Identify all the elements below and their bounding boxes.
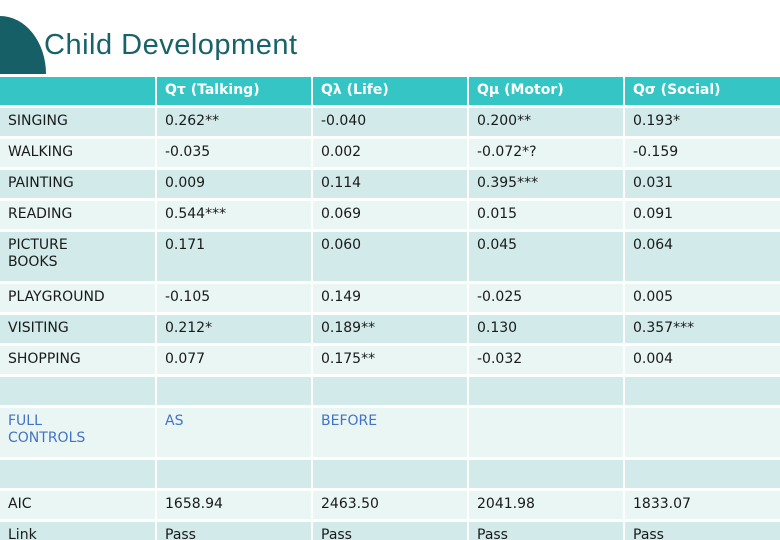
value-cell: [155, 457, 313, 491]
value-cell: 0.193*: [623, 105, 780, 139]
table-row: SINGING 0.262** -0.040 0.200** 0.193*: [0, 105, 780, 139]
value-cell: -0.072*?: [467, 136, 625, 170]
value-cell: Pass: [623, 519, 780, 540]
table-row: AIC 1658.94 2463.50 2041.98 1833.07: [0, 488, 780, 522]
value-cell: BEFORE: [311, 405, 469, 460]
column-header: Qσ (Social): [623, 74, 780, 108]
value-cell: 0.069: [311, 198, 469, 232]
column-header: Qτ (Talking): [155, 74, 313, 108]
value-cell: [311, 457, 469, 491]
value-cell: 0.357***: [623, 312, 780, 346]
row-label: WALKING: [8, 144, 74, 160]
row-label: PLAYGROUND: [8, 289, 105, 305]
value-cell: 0.200**: [467, 105, 625, 139]
row-label-cell: PAINTING: [0, 167, 157, 201]
value-cell: 0.064: [623, 229, 780, 284]
value-cell: 0.045: [467, 229, 625, 284]
table-row: Link Pass Pass Pass Pass: [0, 519, 780, 540]
row-label: PICTURE BOOKS: [8, 237, 68, 270]
table-row: PAINTING 0.009 0.114 0.395*** 0.031: [0, 167, 780, 201]
value-cell: 0.077: [155, 343, 313, 377]
value-cell: 0.005: [623, 281, 780, 315]
value-cell: [311, 374, 469, 408]
row-label: Link: [8, 527, 37, 540]
value-cell: 0.002: [311, 136, 469, 170]
row-label-cell: SHOPPING: [0, 343, 157, 377]
slide-title: Child Development: [44, 29, 298, 62]
table-header-row: Qτ (Talking) Qλ (Life) Qμ (Motor) Qσ (Socia…: [0, 74, 780, 108]
value-cell: 1658.94: [155, 488, 313, 522]
row-label: VISITING: [8, 320, 69, 336]
spacer-row: [0, 374, 780, 408]
value-cell: -0.040: [311, 105, 469, 139]
row-label-cell: WALKING: [0, 136, 157, 170]
value-cell: 0.544***: [155, 198, 313, 232]
value-cell: 2041.98: [467, 488, 625, 522]
row-label: FULL CONTROLS: [8, 413, 86, 446]
value-cell: 0.212*: [155, 312, 313, 346]
value-cell: [623, 405, 780, 460]
row-label-cell: PICTURE BOOKS: [0, 229, 157, 284]
row-label-cell: AIC: [0, 488, 157, 522]
spacer-row: [0, 457, 780, 491]
column-header: [0, 74, 157, 108]
corner-wedge-decoration: [0, 16, 46, 74]
value-cell: -0.105: [155, 281, 313, 315]
row-label-cell: FULL CONTROLS: [0, 405, 157, 460]
row-label-cell: VISITING: [0, 312, 157, 346]
value-cell: [467, 405, 625, 460]
value-cell: 0.395***: [467, 167, 625, 201]
table-row: SHOPPING 0.077 0.175** -0.032 0.004: [0, 343, 780, 377]
table-row: FULL CONTROLS AS BEFORE: [0, 405, 780, 460]
row-label: SHOPPING: [8, 351, 81, 367]
row-label: SINGING: [8, 113, 68, 129]
value-cell: 0.262**: [155, 105, 313, 139]
value-cell: 0.171: [155, 229, 313, 284]
value-cell: -0.035: [155, 136, 313, 170]
value-cell: 0.175**: [311, 343, 469, 377]
table-row: PICTURE BOOKS 0.171 0.060 0.045 0.064: [0, 229, 780, 284]
value-cell: 0.189**: [311, 312, 469, 346]
value-cell: [467, 374, 625, 408]
table-row: WALKING -0.035 0.002 -0.072*? -0.159: [0, 136, 780, 170]
value-cell: -0.159: [623, 136, 780, 170]
results-table: Qτ (Talking) Qλ (Life) Qμ (Motor) Qσ (Socia…: [0, 74, 780, 540]
value-cell: AS: [155, 405, 313, 460]
row-label: AIC: [8, 496, 32, 512]
row-label-cell: Link: [0, 519, 157, 540]
table-row: READING 0.544*** 0.069 0.015 0.091: [0, 198, 780, 232]
row-label-cell: SINGING: [0, 105, 157, 139]
value-cell: 0.091: [623, 198, 780, 232]
table-row: VISITING 0.212* 0.189** 0.130 0.357***: [0, 312, 780, 346]
value-cell: 0.031: [623, 167, 780, 201]
value-cell: 0.149: [311, 281, 469, 315]
row-label-cell: [0, 374, 157, 408]
value-cell: [623, 374, 780, 408]
value-cell: 0.130: [467, 312, 625, 346]
value-cell: 0.004: [623, 343, 780, 377]
row-label: READING: [8, 206, 73, 222]
value-cell: -0.025: [467, 281, 625, 315]
row-label-cell: [0, 457, 157, 491]
value-cell: [155, 374, 313, 408]
value-cell: 1833.07: [623, 488, 780, 522]
value-cell: 0.114: [311, 167, 469, 201]
row-label-cell: PLAYGROUND: [0, 281, 157, 315]
value-cell: 0.015: [467, 198, 625, 232]
value-cell: [467, 457, 625, 491]
column-header: Qμ (Motor): [467, 74, 625, 108]
value-cell: Pass: [467, 519, 625, 540]
value-cell: Pass: [311, 519, 469, 540]
value-cell: 0.009: [155, 167, 313, 201]
value-cell: [623, 457, 780, 491]
value-cell: -0.032: [467, 343, 625, 377]
column-header: Qλ (Life): [311, 74, 469, 108]
value-cell: 2463.50: [311, 488, 469, 522]
value-cell: 0.060: [311, 229, 469, 284]
table-row: PLAYGROUND -0.105 0.149 -0.025 0.005: [0, 281, 780, 315]
row-label: PAINTING: [8, 175, 74, 191]
row-label-cell: READING: [0, 198, 157, 232]
value-cell: Pass: [155, 519, 313, 540]
